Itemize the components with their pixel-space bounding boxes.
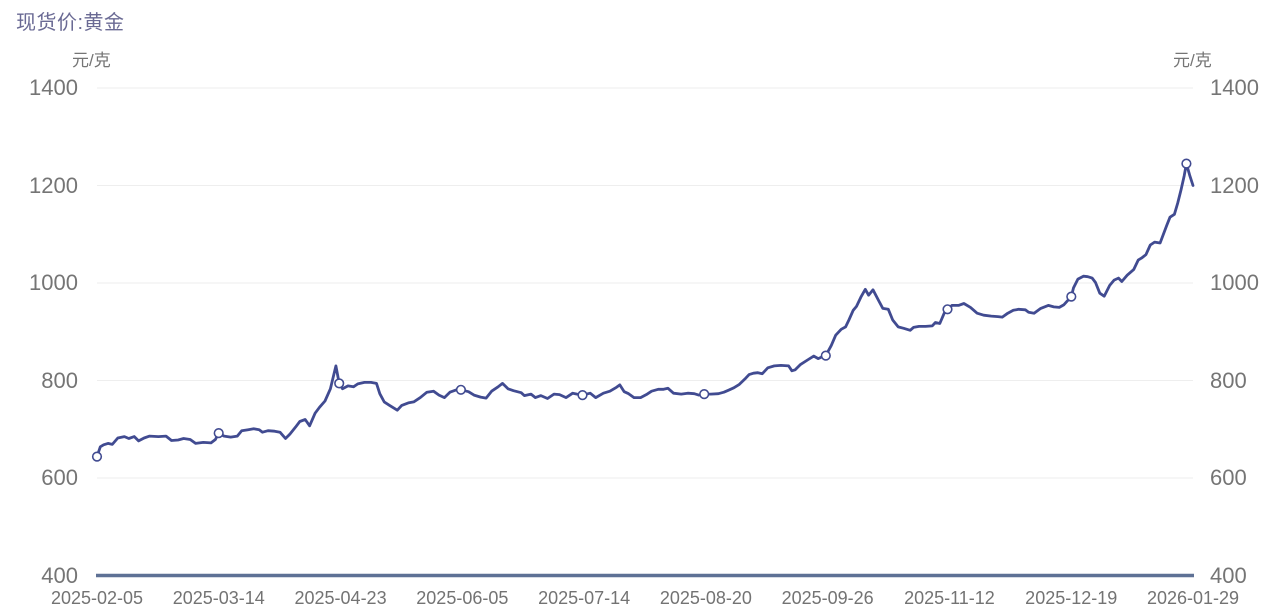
data-point-marker[interactable] <box>213 428 224 439</box>
y-axis-label-right: 1000 <box>1210 270 1259 295</box>
x-axis-label: 2025-03-14 <box>172 588 265 608</box>
y-axis-label-right: 400 <box>1210 562 1247 588</box>
x-axis-label: 2025-06-05 <box>416 588 509 608</box>
data-point-marker[interactable] <box>1066 291 1077 302</box>
y-axis-label-right: 1400 <box>1210 75 1259 100</box>
data-point-marker[interactable] <box>942 304 953 315</box>
y-axis-label-left: 1200 <box>29 172 78 198</box>
y-axis-label-right: 1200 <box>1210 172 1259 198</box>
data-point-marker[interactable] <box>577 390 588 401</box>
y-axis-label-left: 800 <box>41 367 78 393</box>
y-axis-label-right: 600 <box>1210 465 1247 490</box>
data-point-marker[interactable] <box>699 389 710 400</box>
x-axis-label: 2025-02-05 <box>50 588 144 608</box>
y-axis-label-left: 1000 <box>29 270 78 295</box>
data-point-marker[interactable] <box>91 451 103 462</box>
x-axis-label: 2025-07-14 <box>538 588 631 608</box>
price-line[interactable] <box>95 162 1195 459</box>
data-point-marker[interactable] <box>1181 158 1192 169</box>
y-axis-label-right: 800 <box>1210 367 1247 393</box>
data-point-marker[interactable] <box>455 384 467 395</box>
data-point-marker[interactable] <box>334 378 345 389</box>
x-axis-label: 2025-04-23 <box>294 588 387 608</box>
x-axis-label: 2025-08-20 <box>659 588 752 608</box>
x-axis-label: 2026-01-29 <box>1146 588 1240 608</box>
y-axis-label-left: 600 <box>41 465 78 490</box>
x-axis-label: 2025-11-12 <box>904 588 995 608</box>
y-axis-label-left: 400 <box>41 562 78 588</box>
y-axis-unit-left: 元/克 <box>72 51 111 70</box>
y-axis-label-left: 1400 <box>29 75 78 100</box>
chart-title: 现货价:黄金 <box>16 12 125 34</box>
data-point-marker[interactable] <box>820 350 831 361</box>
x-axis-label: 2025-09-26 <box>781 588 874 608</box>
x-axis-label: 2025-12-19 <box>1025 588 1118 608</box>
y-axis-unit-right: 元/克 <box>1173 51 1212 70</box>
